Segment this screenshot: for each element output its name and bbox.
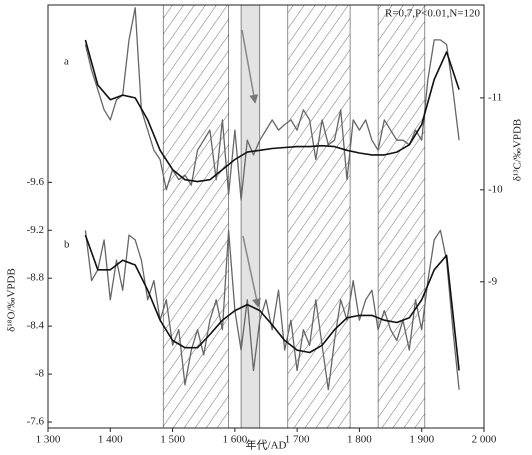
x-tick-label: 1 800 bbox=[347, 434, 372, 446]
panel-label: b bbox=[64, 239, 70, 251]
arrow bbox=[242, 235, 261, 308]
plot bbox=[84, 7, 460, 391]
y2-tick-label: -11 bbox=[488, 91, 502, 103]
x-tick-label: 1 700 bbox=[285, 434, 310, 446]
period bbox=[240, 4, 261, 429]
y2-tick-label: -10 bbox=[488, 183, 503, 195]
period bbox=[287, 4, 351, 429]
y-axis-label: δ¹⁸O/‰VPDB bbox=[6, 268, 18, 332]
arrow bbox=[241, 29, 259, 104]
panel-label: a bbox=[64, 56, 69, 68]
y-tick-label: -8.8 bbox=[27, 272, 45, 284]
x-axis-label: 年代/AD bbox=[246, 438, 287, 452]
series-line bbox=[84, 39, 460, 183]
plot-frame bbox=[47, 4, 485, 429]
y-tick-label: -8.4 bbox=[27, 320, 45, 332]
y2-tick-label: -9 bbox=[488, 275, 498, 287]
x-tick-label: 1 300 bbox=[36, 434, 61, 446]
x-tick-label: 2 000 bbox=[472, 434, 497, 446]
periods bbox=[162, 4, 426, 429]
x-tick-label: 1 900 bbox=[409, 434, 434, 446]
period bbox=[162, 4, 229, 429]
y2-axis-label: δ¹³C/‰VPDB bbox=[512, 119, 524, 182]
series-line bbox=[84, 234, 460, 371]
y-tick-label: -8 bbox=[35, 368, 45, 380]
x-tick-label: 1 500 bbox=[160, 434, 185, 446]
series-line bbox=[84, 7, 460, 201]
annotation: R=0.7,P<0.01,N=120 bbox=[385, 8, 481, 20]
x-tick-label: 1 400 bbox=[98, 434, 123, 446]
series-line bbox=[84, 229, 460, 391]
y-tick-label: -7.6 bbox=[27, 416, 45, 428]
y-tick-label: -9.2 bbox=[27, 224, 44, 236]
period bbox=[377, 4, 426, 429]
x-tick-label: 1 600 bbox=[222, 434, 247, 446]
y-tick-label: -9.6 bbox=[27, 176, 45, 188]
